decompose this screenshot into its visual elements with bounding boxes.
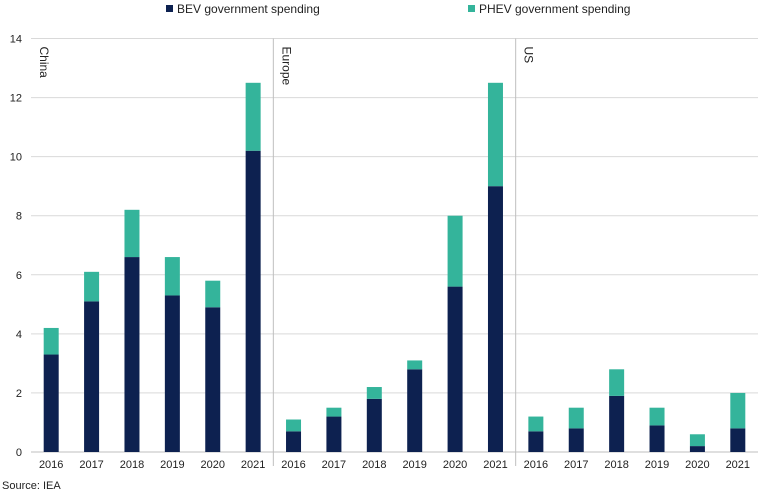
panel-label-china: China bbox=[37, 47, 51, 79]
y-tick-label-12: 12 bbox=[10, 93, 22, 105]
bar-phev-china-2021 bbox=[245, 82, 261, 151]
bar-phev-china-2018 bbox=[124, 209, 140, 258]
panel-label-us: US bbox=[522, 47, 536, 64]
bar-bev-europe-2020 bbox=[447, 286, 463, 452]
bar-phev-us-2021 bbox=[730, 392, 746, 429]
legend-swatch-bev bbox=[166, 5, 173, 12]
bar-bev-us-2017 bbox=[568, 428, 584, 452]
y-tick-label-4: 4 bbox=[16, 329, 22, 341]
bar-phev-us-2018 bbox=[609, 369, 625, 396]
x-tick-label-us-2017: 2017 bbox=[564, 459, 588, 471]
bar-phev-us-2019 bbox=[649, 407, 665, 426]
x-tick-label-china-2021: 2021 bbox=[241, 459, 265, 471]
x-tick-label-europe-2017: 2017 bbox=[322, 459, 346, 471]
panel-label-europe: Europe bbox=[279, 47, 293, 86]
x-tick-label-china-2020: 2020 bbox=[201, 459, 225, 471]
legend-label-bev: BEV government spending bbox=[177, 2, 320, 16]
bar-bev-europe-2016 bbox=[286, 431, 302, 452]
y-tick-label-0: 0 bbox=[16, 447, 22, 459]
x-tick-label-europe-2021: 2021 bbox=[483, 459, 507, 471]
bar-phev-china-2017 bbox=[84, 271, 100, 302]
bar-phev-europe-2019 bbox=[407, 360, 423, 370]
x-tick-label-europe-2018: 2018 bbox=[362, 459, 386, 471]
x-tick-label-us-2021: 2021 bbox=[726, 459, 750, 471]
bar-phev-europe-2017 bbox=[326, 407, 342, 417]
bar-phev-europe-2018 bbox=[366, 387, 382, 399]
bar-bev-europe-2018 bbox=[366, 398, 382, 452]
x-tick-label-europe-2020: 2020 bbox=[443, 459, 467, 471]
x-tick-label-europe-2016: 2016 bbox=[281, 459, 305, 471]
bar-phev-china-2019 bbox=[164, 257, 180, 296]
y-tick-label-10: 10 bbox=[10, 152, 22, 164]
bar-bev-europe-2017 bbox=[326, 416, 342, 452]
x-tick-label-europe-2019: 2019 bbox=[402, 459, 426, 471]
bar-phev-us-2017 bbox=[568, 407, 584, 429]
bar-phev-china-2016 bbox=[43, 327, 59, 355]
y-tick-label-8: 8 bbox=[16, 211, 22, 223]
x-tick-label-us-2016: 2016 bbox=[524, 459, 548, 471]
bar-bev-us-2018 bbox=[609, 395, 625, 452]
bar-phev-europe-2021 bbox=[487, 82, 503, 187]
x-tick-label-us-2020: 2020 bbox=[685, 459, 709, 471]
bar-bev-china-2017 bbox=[84, 301, 100, 452]
bar-bev-china-2021 bbox=[245, 150, 261, 452]
bar-bev-us-2016 bbox=[528, 431, 544, 452]
legend-swatch-phev bbox=[468, 5, 475, 12]
bar-bev-us-2019 bbox=[649, 425, 665, 452]
bar-bev-europe-2021 bbox=[487, 186, 503, 452]
y-tick-label-6: 6 bbox=[16, 270, 22, 282]
x-tick-label-us-2018: 2018 bbox=[604, 459, 628, 471]
bar-phev-us-2020 bbox=[689, 434, 705, 447]
x-tick-label-china-2019: 2019 bbox=[160, 459, 184, 471]
bar-phev-china-2020 bbox=[205, 280, 221, 308]
bar-bev-china-2018 bbox=[124, 257, 140, 452]
y-tick-label-14: 14 bbox=[10, 34, 22, 46]
source-note: Source: IEA bbox=[2, 480, 61, 492]
chart-legend: BEV government spending PHEV government … bbox=[0, 2, 770, 18]
x-tick-label-china-2017: 2017 bbox=[79, 459, 103, 471]
bar-phev-us-2016 bbox=[528, 416, 544, 432]
bar-bev-europe-2019 bbox=[407, 369, 423, 452]
x-tick-label-us-2019: 2019 bbox=[645, 459, 669, 471]
bar-bev-us-2020 bbox=[689, 446, 705, 452]
y-tick-label-2: 2 bbox=[16, 388, 22, 400]
bar-bev-china-2016 bbox=[43, 354, 59, 452]
bar-bev-us-2021 bbox=[730, 428, 746, 452]
legend-item-bev: BEV government spending bbox=[166, 2, 320, 16]
bar-bev-china-2020 bbox=[205, 307, 221, 452]
bar-phev-europe-2020 bbox=[447, 215, 463, 287]
bar-bev-china-2019 bbox=[164, 295, 180, 452]
x-tick-label-china-2016: 2016 bbox=[39, 459, 63, 471]
x-tick-label-china-2018: 2018 bbox=[120, 459, 144, 471]
bar-phev-europe-2016 bbox=[286, 419, 302, 432]
legend-item-phev: PHEV government spending bbox=[468, 2, 630, 16]
legend-label-phev: PHEV government spending bbox=[479, 2, 631, 16]
